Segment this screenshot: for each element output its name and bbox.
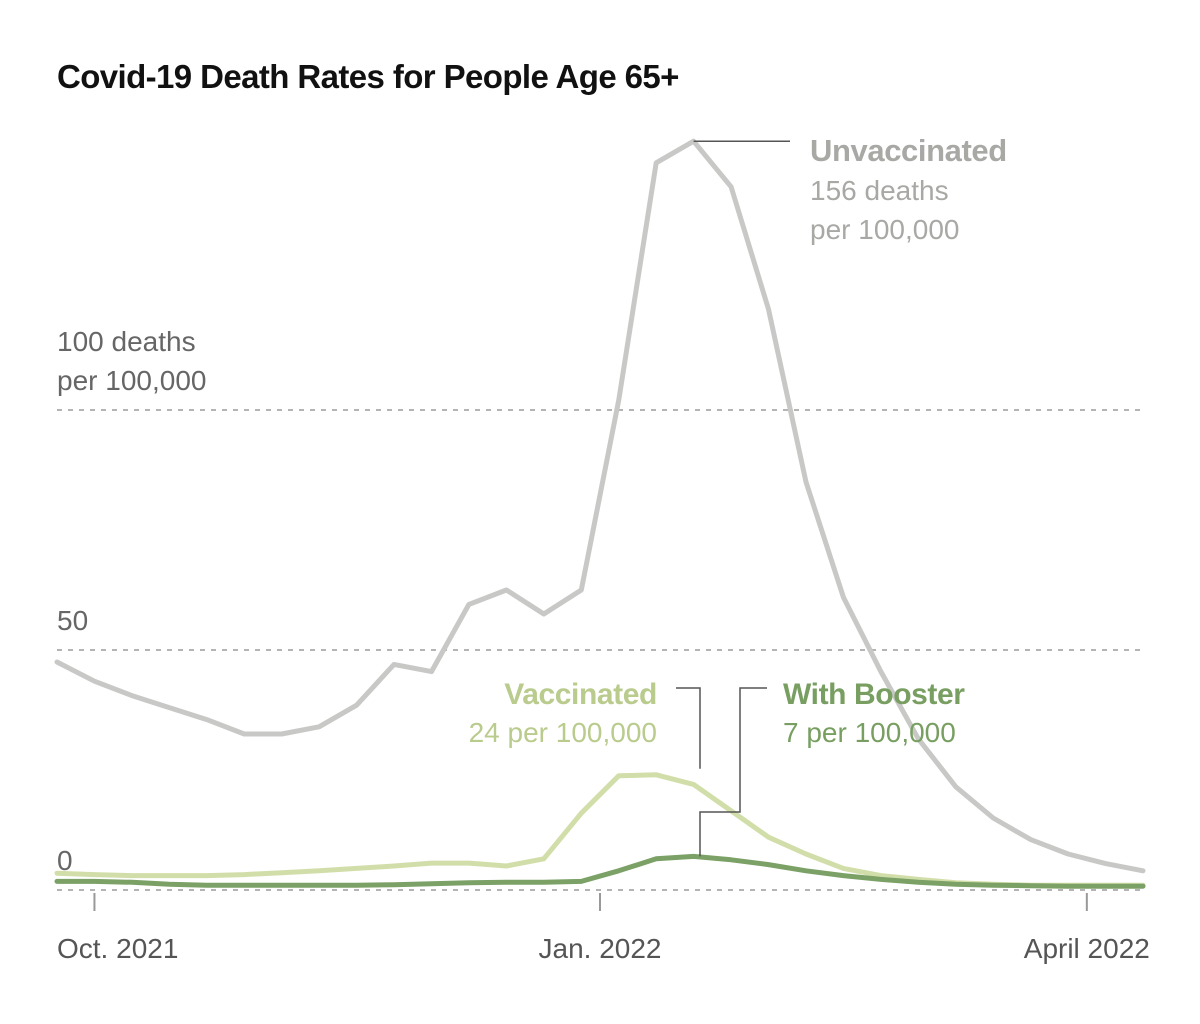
annotation-vaccinated-name: Vaccinated [504, 678, 657, 711]
x-tick-label-jan-2022: Jan. 2022 [539, 933, 662, 964]
x-tick-label-oct-2021: Oct. 2021 [57, 933, 178, 964]
x-axis: Oct. 2021 Jan. 2022 April 2022 [57, 893, 1150, 964]
leader-with-booster [699, 687, 767, 857]
leader-vaccinated [676, 687, 701, 769]
annotation-leaders [676, 140, 790, 857]
chart-title: Covid-19 Death Rates for People Age 65+ [57, 58, 679, 95]
annotation-with-booster-line-1: 7 per 100,000 [783, 717, 956, 748]
y-tick-labels: 100 deaths per 100,000 50 0 [57, 326, 206, 876]
annotation-unvaccinated-name: Unvaccinated [810, 133, 1007, 168]
annotation-unvaccinated-line-1: 156 deaths [810, 175, 949, 206]
gridlines [57, 409, 1143, 891]
y-tick-label-50: 50 [57, 605, 88, 636]
y-tick-label-100-line-1: 100 deaths [57, 326, 196, 357]
x-tick-label-april-2022: April 2022 [1024, 933, 1150, 964]
series-lines [54, 138, 1146, 889]
series-line-with-booster [54, 853, 1146, 889]
series-line-vaccinated [54, 772, 1146, 888]
annotation-unvaccinated-line-2: per 100,000 [810, 214, 959, 245]
annotation-vaccinated-line-1: 24 per 100,000 [469, 717, 657, 748]
y-tick-label-0: 0 [57, 845, 73, 876]
series-line-unvaccinated [54, 138, 1146, 874]
series-annotations: Unvaccinated 156 deaths per 100,000 Vaccina… [469, 133, 1008, 748]
annotation-with-booster-name: With Booster [783, 678, 965, 711]
y-tick-label-100-line-2: per 100,000 [57, 365, 206, 396]
